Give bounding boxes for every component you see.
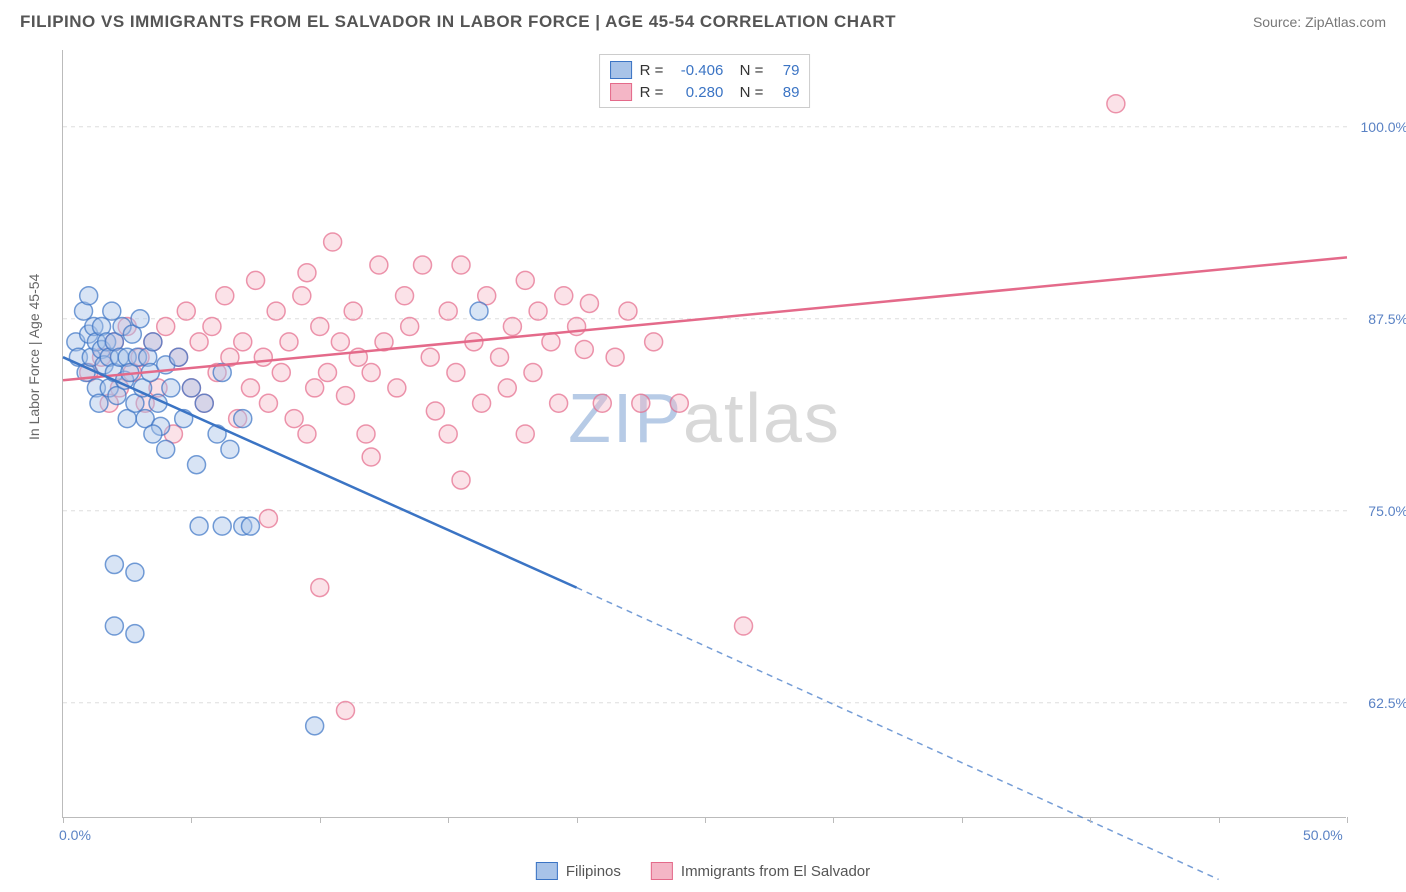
scatter-svg [63,50,1346,817]
series-legend: Filipinos Immigrants from El Salvador [536,862,870,880]
r-value-filipinos: -0.406 [671,62,723,79]
chart-header: FILIPINO VS IMMIGRANTS FROM EL SALVADOR … [0,0,1406,40]
y-tick-label: 75.0% [1352,503,1406,519]
legend-label-elsalvador: Immigrants from El Salvador [681,863,870,880]
y-tick-label: 87.5% [1352,311,1406,327]
y-tick-label: 100.0% [1352,119,1406,135]
n-value-elsalvador: 89 [771,84,799,101]
x-tick-label: 50.0% [1303,827,1343,843]
x-tick-label: 0.0% [59,827,91,843]
legend-row-elsalvador: R = 0.280 N = 89 [610,81,800,103]
source-attribution: Source: ZipAtlas.com [1253,14,1386,30]
r-value-elsalvador: 0.280 [671,84,723,101]
n-value-filipinos: 79 [771,62,799,79]
swatch-filipinos-bottom [536,862,558,880]
y-tick-label: 62.5% [1352,695,1406,711]
y-axis-label: In Labor Force | Age 45-54 [26,274,42,440]
swatch-elsalvador-bottom [651,862,673,880]
swatch-elsalvador [610,83,632,101]
legend-item-elsalvador: Immigrants from El Salvador [651,862,870,880]
chart-title: FILIPINO VS IMMIGRANTS FROM EL SALVADOR … [20,12,896,32]
chart-plot-area: ZIPatlas R = -0.406 N = 79 R = 0.280 N =… [62,50,1346,818]
swatch-filipinos [610,61,632,79]
correlation-legend: R = -0.406 N = 79 R = 0.280 N = 89 [599,54,811,108]
legend-row-filipinos: R = -0.406 N = 79 [610,59,800,81]
legend-item-filipinos: Filipinos [536,862,621,880]
legend-label-filipinos: Filipinos [566,863,621,880]
